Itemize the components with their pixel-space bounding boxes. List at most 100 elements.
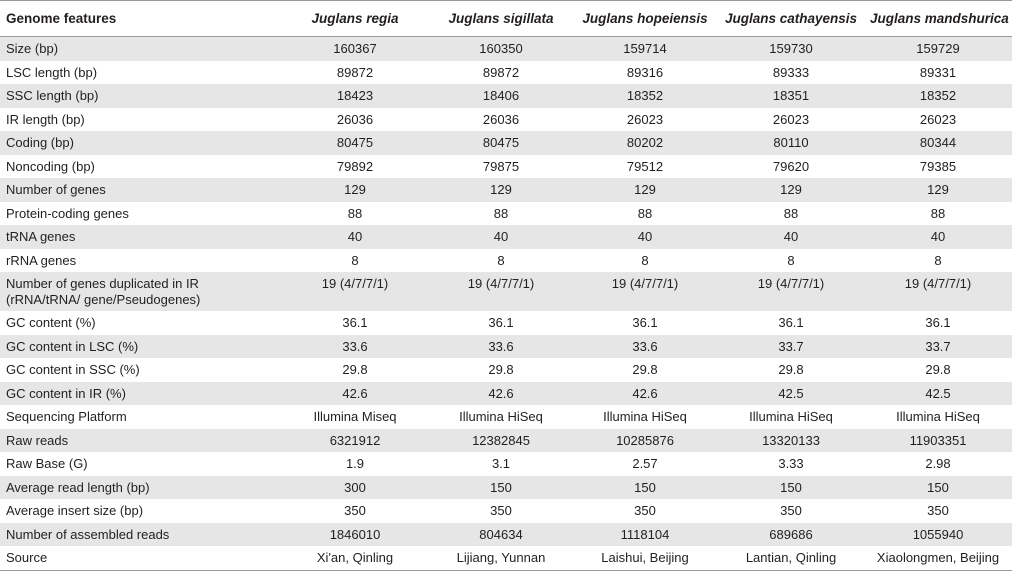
table-cell: 42.6 [280,381,430,405]
table-cell: 8 [280,248,430,272]
table-cell: 36.1 [718,311,864,335]
table-cell: 11903351 [864,428,1012,452]
row-label: Raw reads [0,428,280,452]
table-cell: 42.6 [430,381,572,405]
table-cell: 19 (4/7/7/1) [718,272,864,311]
table-cell: 33.6 [280,334,430,358]
table-cell: 40 [430,225,572,249]
table-cell: Illumina Miseq [280,405,430,429]
table-cell: 10285876 [572,428,718,452]
table-cell: 33.6 [572,334,718,358]
table-cell: 79892 [280,154,430,178]
row-label: SSC length (bp) [0,84,280,108]
row-label: GC content in SSC (%) [0,358,280,382]
row-label: Sequencing Platform [0,405,280,429]
table-cell: 300 [280,475,430,499]
table-cell: 350 [572,499,718,523]
table-cell: 18423 [280,84,430,108]
table-cell: 8 [430,248,572,272]
table-cell: 33.7 [718,334,864,358]
table-cell: 42.5 [718,381,864,405]
column-header-genome-features: Genome features [0,0,280,37]
row-label: Protein-coding genes [0,201,280,225]
table-cell: 18352 [864,84,1012,108]
table-cell: 19 (4/7/7/1) [864,272,1012,311]
table-cell: 40 [718,225,864,249]
table-cell: 79875 [430,154,572,178]
table-cell: 1.9 [280,452,430,476]
row-label: Average read length (bp) [0,475,280,499]
table-cell: 129 [430,178,572,202]
table-cell: 8 [864,248,1012,272]
table-cell: 29.8 [718,358,864,382]
table-row: Raw Base (G) 1.9 3.1 2.57 3.33 2.98 [0,452,1012,476]
table-cell: 6321912 [280,428,430,452]
row-label: LSC length (bp) [0,60,280,84]
table-cell: 33.7 [864,334,1012,358]
table-row: rRNA genes 8 8 8 8 8 [0,248,1012,272]
row-label: GC content in IR (%) [0,381,280,405]
table-cell: 36.1 [280,311,430,335]
table-cell: 129 [718,178,864,202]
table-row: Average read length (bp) 300 150 150 150 150 [0,475,1012,499]
table-cell: 350 [430,499,572,523]
table-row: Noncoding (bp) 79892 79875 79512 79620 79385 [0,154,1012,178]
table-cell: 804634 [430,522,572,546]
table-cell: 18351 [718,84,864,108]
table-cell: Illumina HiSeq [572,405,718,429]
table-cell: 160367 [280,36,430,61]
table-cell: Illumina HiSeq [864,405,1012,429]
row-label: Size (bp) [0,36,280,61]
row-label: Raw Base (G) [0,452,280,476]
table-cell: 29.8 [280,358,430,382]
table-cell: 150 [430,475,572,499]
table-cell: 1055940 [864,522,1012,546]
table-cell: 159730 [718,36,864,61]
table-cell: Lijiang, Yunnan [430,546,572,571]
table-cell: 8 [718,248,864,272]
row-label: Noncoding (bp) [0,154,280,178]
table-cell: 350 [864,499,1012,523]
table-row: Source Xi'an, Qinling Lijiang, Yunnan Laish… [0,546,1012,571]
table-cell: Xiaolongmen, Beijing [864,546,1012,571]
table-cell: 36.1 [572,311,718,335]
table-cell: 26023 [864,107,1012,131]
table-row: Number of genes 129 129 129 129 129 [0,178,1012,202]
table-cell: Laishui, Beijing [572,546,718,571]
table-row: Number of genes duplicated in IR (rRNA/t… [0,272,1012,311]
table-cell: 26036 [280,107,430,131]
table-cell: Xi'an, Qinling [280,546,430,571]
table-cell: 80344 [864,131,1012,155]
table-cell: 89872 [280,60,430,84]
row-label: Average insert size (bp) [0,499,280,523]
table-cell: 80110 [718,131,864,155]
table-cell: Illumina HiSeq [718,405,864,429]
table-cell: 150 [572,475,718,499]
table-cell: 129 [864,178,1012,202]
row-label: Number of genes duplicated in IR (rRNA/t… [0,272,280,311]
table-cell: 8 [572,248,718,272]
table-row: SSC length (bp) 18423 18406 18352 18351 18352 [0,84,1012,108]
row-label: GC content (%) [0,311,280,335]
table-cell: 26036 [430,107,572,131]
table-row: Raw reads 6321912 12382845 10285876 13320133… [0,428,1012,452]
genome-features-table: Genome features Juglans regia Juglans si… [0,0,1012,571]
table-row: GC content in IR (%) 42.6 42.6 42.6 42.5 42.5 [0,381,1012,405]
table-header-row: Genome features Juglans regia Juglans si… [0,0,1012,37]
table-cell: 2.98 [864,452,1012,476]
table-row: Sequencing Platform Illumina Miseq Illumin… [0,405,1012,429]
table-cell: 12382845 [430,428,572,452]
table-cell: 2.57 [572,452,718,476]
table-cell: 19 (4/7/7/1) [430,272,572,311]
table-cell: 19 (4/7/7/1) [280,272,430,311]
table-cell: 89872 [430,60,572,84]
row-label: IR length (bp) [0,107,280,131]
table-cell: 80475 [280,131,430,155]
table-cell: 29.8 [430,358,572,382]
table-cell: 40 [864,225,1012,249]
table-cell: 129 [280,178,430,202]
row-label: Number of genes [0,178,280,202]
table-cell: 129 [572,178,718,202]
row-label: Source [0,546,280,571]
table-row: tRNA genes 40 40 40 40 40 [0,225,1012,249]
